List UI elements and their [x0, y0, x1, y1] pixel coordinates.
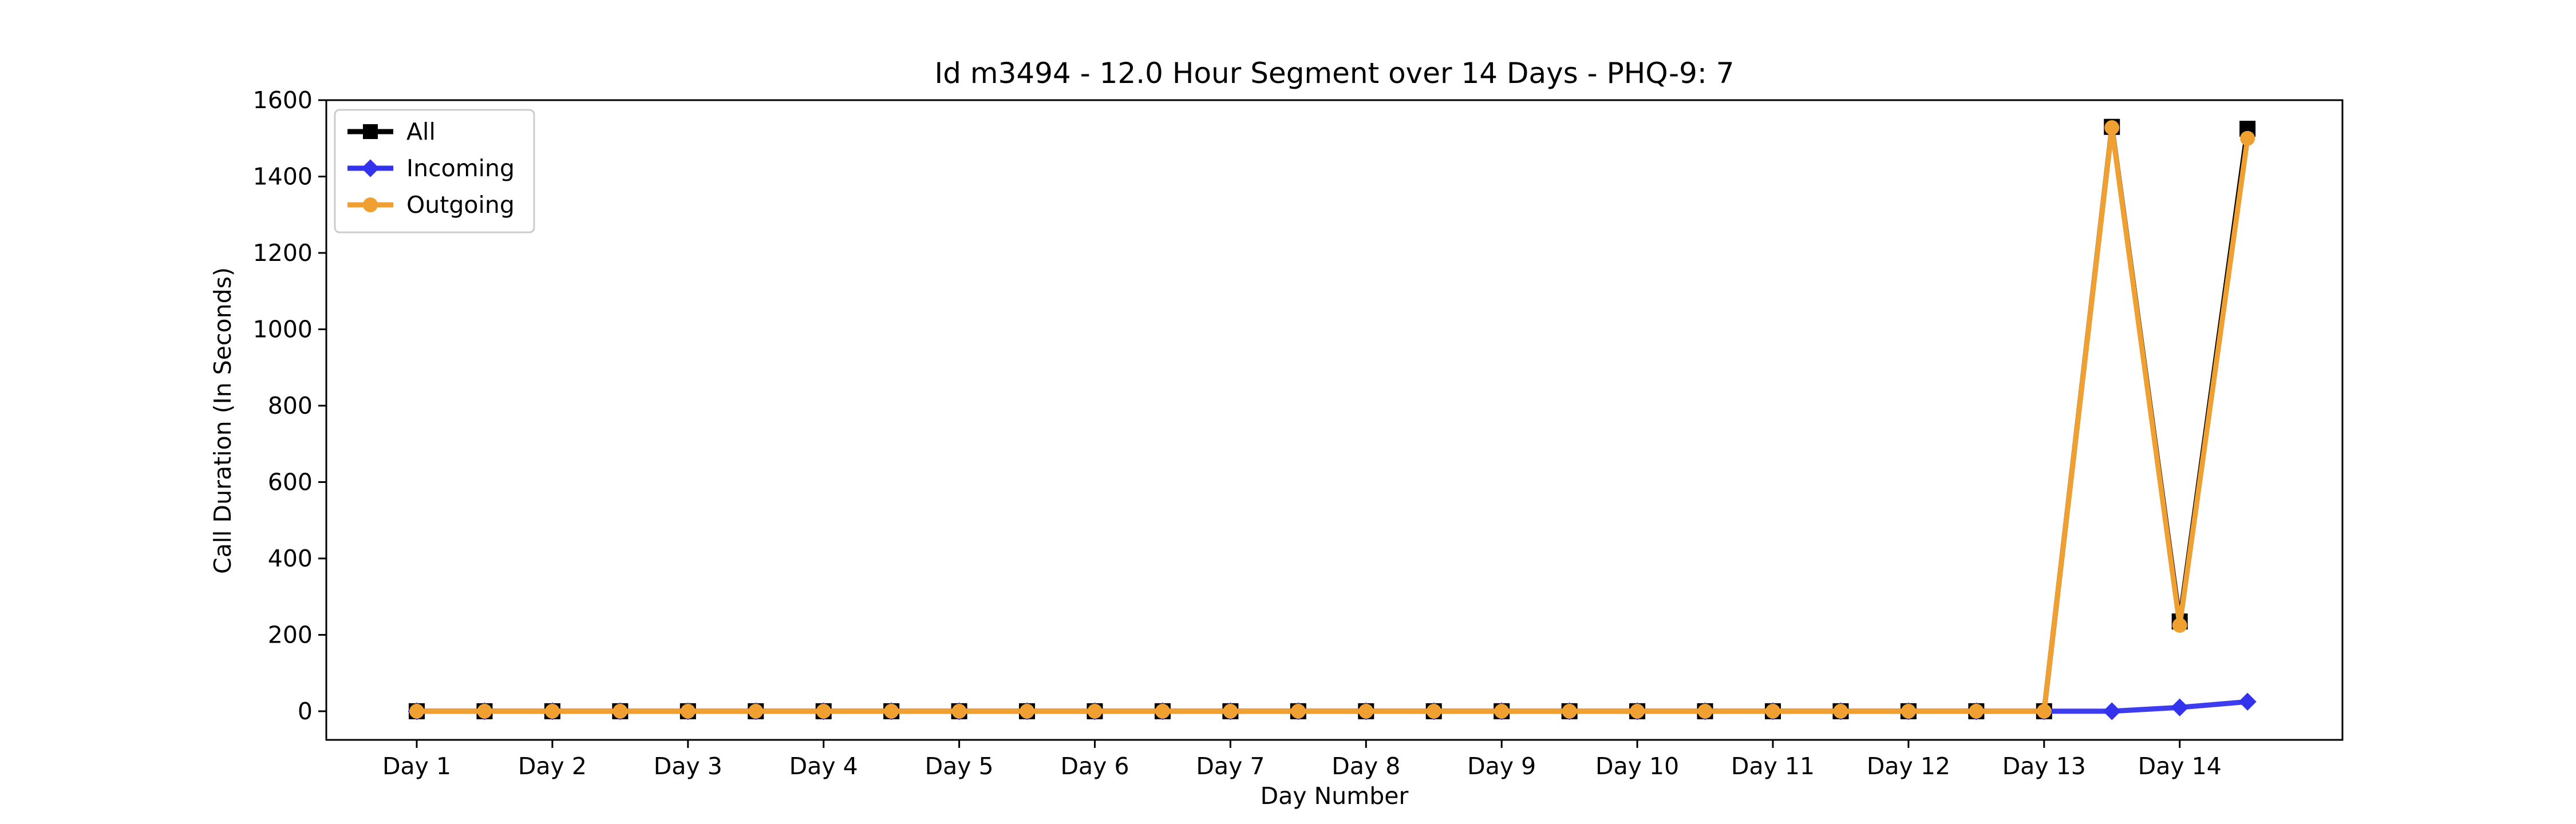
chart-title: Id m3494 - 12.0 Hour Segment over 14 Day…: [934, 57, 1734, 90]
x-tick-label: Day 4: [789, 752, 858, 780]
data-point: [1426, 703, 1441, 719]
data-point: [2172, 617, 2187, 633]
y-tick-label: 400: [268, 545, 313, 572]
data-point: [2104, 120, 2120, 136]
data-point: [2240, 130, 2255, 146]
y-tick-label: 1000: [253, 315, 313, 343]
data-point: [477, 703, 492, 719]
data-point: [1765, 703, 1781, 719]
legend-label: Outgoing: [406, 191, 515, 219]
data-point: [1562, 703, 1577, 719]
data-point: [1901, 703, 1916, 719]
data-point: [1697, 703, 1713, 719]
legend-label: All: [406, 118, 436, 145]
data-point: [2238, 692, 2257, 711]
data-point: [748, 703, 764, 719]
legend-marker: [363, 197, 378, 212]
data-point: [1358, 703, 1374, 719]
legend-box: [334, 109, 535, 233]
data-point: [680, 703, 696, 719]
y-tick-label: 800: [268, 392, 313, 419]
plot-frame: [325, 99, 2344, 741]
data-point: [409, 703, 425, 719]
data-point: [1494, 703, 1510, 719]
legend-marker: [361, 159, 380, 177]
legend-item-outgoing: Outgoing: [347, 191, 515, 219]
data-point: [816, 703, 831, 719]
x-tick-label: Day 2: [518, 752, 587, 780]
y-tick-label: 1400: [253, 163, 313, 190]
x-tick-label: Day 5: [925, 752, 994, 780]
data-point: [1833, 703, 1848, 719]
data-point: [1223, 703, 1238, 719]
x-tick-label: Day 7: [1196, 752, 1265, 780]
data-point: [951, 703, 967, 719]
legend-label: Incoming: [406, 154, 515, 182]
data-point: [613, 703, 628, 719]
y-tick-label: 600: [268, 468, 313, 496]
legend-marker: [363, 124, 378, 139]
x-tick-label: Day 1: [382, 752, 451, 780]
axes-layer: 0 200 400 600 800 1000 1200 1400 1600 Day 1 Day 2 D…: [253, 86, 2344, 780]
data-point: [1630, 703, 1645, 719]
data-point: [1020, 703, 1035, 719]
y-tick-label: 1200: [253, 239, 313, 267]
y-tick-label: 1600: [253, 86, 313, 114]
data-point: [1087, 703, 1103, 719]
series-outgoing: [409, 120, 2255, 719]
y-tick-label: 200: [268, 621, 313, 648]
x-tick-label: Day 3: [654, 752, 722, 780]
x-tick-label: Day 8: [1332, 752, 1400, 780]
data-point: [884, 703, 899, 719]
data-point: [2036, 703, 2052, 719]
x-tick-label: Day 11: [1731, 752, 1815, 780]
data-point: [1155, 703, 1170, 719]
x-tick-label: Day 13: [2002, 752, 2086, 780]
x-tick-label: Day 10: [1595, 752, 1679, 780]
x-tick-label: Day 6: [1060, 752, 1129, 780]
data-point: [2103, 702, 2121, 720]
data-point: [544, 703, 560, 719]
y-tick-label: 0: [298, 698, 313, 725]
series-layer: [408, 118, 2257, 720]
legend: All Incoming Outgoing: [334, 109, 535, 233]
data-point: [1969, 703, 1984, 719]
legend-item-all: All: [347, 118, 436, 145]
data-point: [2171, 698, 2189, 716]
x-tick-label: Day 14: [2138, 752, 2222, 780]
series-line: [417, 125, 2250, 714]
y-axis-label: Call Duration (In Seconds): [209, 267, 236, 574]
x-axis-label: Day Number: [1261, 782, 1409, 810]
x-tick-label: Day 12: [1867, 752, 1950, 780]
data-point: [1290, 703, 1306, 719]
legend-item-incoming: Incoming: [347, 154, 515, 182]
x-tick-label: Day 9: [1467, 752, 1536, 780]
